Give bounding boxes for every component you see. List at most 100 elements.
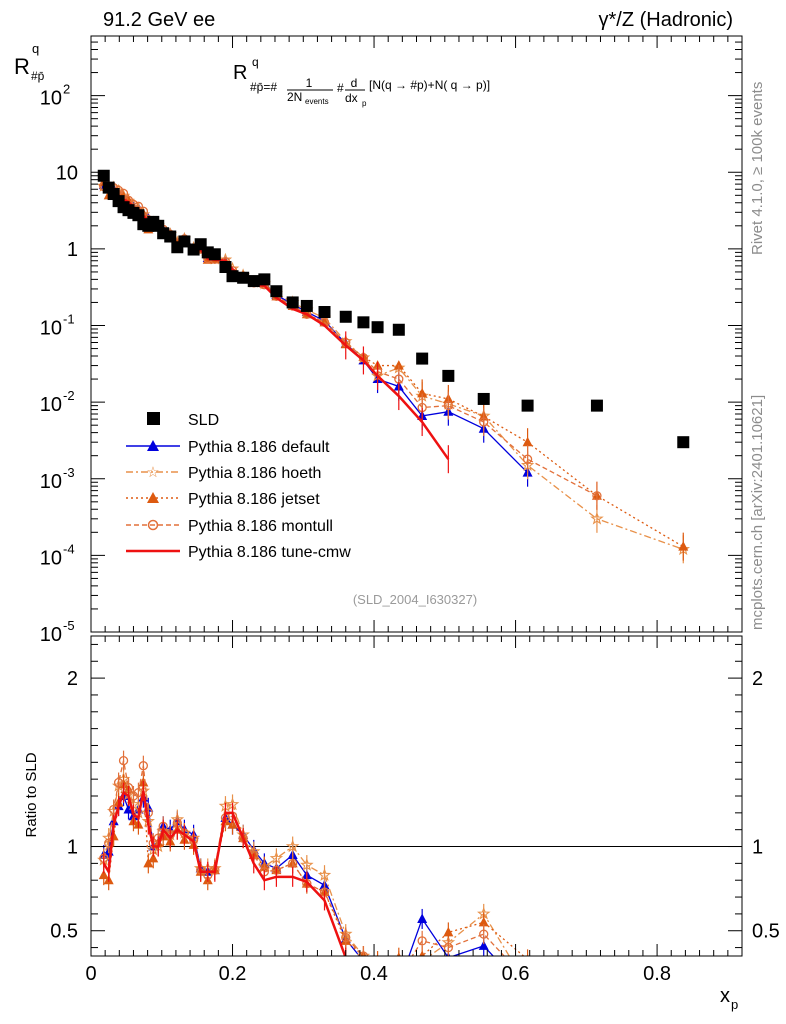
y-tick-label: 10 — [40, 394, 62, 416]
point-sld — [226, 270, 239, 283]
ratio-line-tunecmw — [102, 790, 347, 956]
xlabel: x — [720, 985, 730, 1007]
point-jetset — [678, 541, 689, 551]
ratio-point-montull — [395, 972, 403, 980]
legend: SLD Pythia 8.186 default ☆ Pythia 8.186 … — [126, 412, 351, 561]
formula-frac-den-sub: events — [305, 97, 329, 106]
y-tick-label: 1 — [67, 239, 78, 261]
formula-d-num: d — [351, 76, 358, 90]
ratio-point-default — [123, 803, 134, 814]
main-y-axis-label: R q #p̄ — [14, 41, 45, 83]
y-tick-label-exp: -3 — [63, 465, 75, 480]
point-sld — [247, 275, 260, 288]
point-sld — [164, 230, 177, 243]
point-sld — [590, 399, 603, 412]
line-montull — [103, 185, 598, 497]
ratio-point-hoeth — [421, 954, 423, 956]
point-sld — [371, 321, 384, 334]
y-tick-label: 10 — [56, 162, 78, 184]
x-axis-label: x p — [720, 985, 738, 1012]
point-sld — [286, 296, 299, 309]
point-sld — [477, 392, 490, 405]
process-label: γ*/Z (Hadronic) — [599, 9, 733, 31]
legend-label-montull: Pythia 8.186 montull — [188, 518, 333, 535]
series-sld — [97, 169, 690, 449]
ratio-point-jetset — [443, 926, 454, 937]
ratio-point-jetset — [396, 952, 401, 956]
ratio-point-jetset — [526, 953, 529, 956]
ratio-point-montull — [138, 761, 149, 771]
legend-marker-jetset — [147, 492, 159, 503]
point-sld — [270, 285, 283, 298]
formula-rest: [N(q → #p)+N( q → p)] — [369, 78, 490, 92]
legend-item-tunecmw: Pythia 8.186 tune-cmw — [126, 544, 351, 561]
ratio-point-hoeth — [285, 839, 300, 853]
point-montull — [522, 454, 533, 464]
ratio-series-tunecmw — [102, 780, 347, 956]
legend-label-tunecmw: Pythia 8.186 tune-cmw — [188, 544, 351, 561]
formula-d-den-sub: p — [362, 99, 367, 108]
y-tick-label-exp: -5 — [63, 618, 75, 633]
legend-label-hoeth: Pythia 8.186 hoeth — [188, 465, 321, 482]
y-tick-label: 10 — [40, 547, 62, 569]
y-tick-label: 10 — [40, 624, 62, 646]
energy-label: 91.2 GeV ee — [103, 9, 215, 31]
side-text-mcplots: mcplots.cern.ch [arXiv:2401.10621] — [749, 395, 766, 630]
point-hoeth — [590, 511, 604, 525]
ratio-y-tick-label-right: 1 — [752, 837, 763, 859]
ratio-point-jetset — [478, 916, 489, 927]
ratio-line-montull — [103, 760, 505, 956]
point-montull — [592, 491, 602, 501]
ratio-point-default — [523, 988, 533, 998]
point-montull — [443, 400, 453, 411]
ratio-ylabel: Ratio to SLD — [23, 752, 40, 837]
legend-item-default: Pythia 8.186 default — [126, 439, 330, 456]
ratio-point-montull — [443, 942, 453, 953]
ratio-point-jetset — [143, 857, 154, 868]
y-tick-label-exp: -4 — [63, 541, 75, 556]
point-jetset — [393, 360, 404, 370]
ratio-y-tick-label-right: 0.5 — [752, 921, 780, 943]
ratio-point-default — [417, 913, 428, 923]
ratio-line-jetset — [103, 782, 525, 956]
ylabel-main: R — [14, 54, 30, 79]
ratio-y-tick-label: 2 — [67, 668, 78, 690]
ratio-point-jetset — [148, 852, 159, 863]
legend-label-jetset: Pythia 8.186 jetset — [188, 491, 320, 508]
ratio-panel-data — [91, 750, 742, 998]
point-sld — [97, 169, 110, 182]
ratio-point-montull — [358, 951, 369, 956]
formula: R q #p̄=# 1 2N events # d dx p [N(q → #p… — [233, 55, 490, 108]
x-tick-label: 0.4 — [360, 963, 388, 985]
main-frame — [90, 35, 743, 633]
point-sld — [219, 261, 232, 274]
x-tick-label: 0.8 — [643, 963, 671, 985]
legend-item-hoeth: ☆ Pythia 8.186 hoeth — [126, 464, 321, 482]
point-sld — [318, 306, 331, 319]
point-sld — [300, 299, 313, 312]
ratio-point-hoeth — [317, 868, 332, 881]
ratio-y-tick-label: 1 — [67, 837, 78, 859]
x-tick-label: 0.2 — [219, 963, 247, 985]
ylabel-sub: #p̄ — [31, 69, 45, 83]
point-sld — [392, 323, 405, 336]
point-montull — [479, 417, 489, 427]
x-tick-label: 0 — [85, 963, 96, 985]
ratio-point-hoeth — [300, 858, 314, 871]
formula-hash: # — [337, 81, 344, 95]
point-sld — [521, 399, 534, 412]
legend-marker-sld — [147, 412, 160, 425]
ratio-point-montull — [341, 932, 351, 943]
y-tick-label: 10 — [40, 471, 62, 493]
formula-r: R — [233, 62, 247, 84]
ratio-y-tick-label-right: 2 — [752, 668, 763, 690]
formula-frac-num: 1 — [306, 76, 313, 90]
point-sld — [208, 248, 221, 261]
side-text-rivet: Rivet 4.1.0, ≥ 100k events — [749, 82, 766, 255]
legend-marker-default — [147, 440, 159, 451]
point-jetset — [522, 436, 533, 447]
ratio-frame — [90, 635, 743, 957]
legend-item-jetset: Pythia 8.186 jetset — [126, 491, 320, 508]
